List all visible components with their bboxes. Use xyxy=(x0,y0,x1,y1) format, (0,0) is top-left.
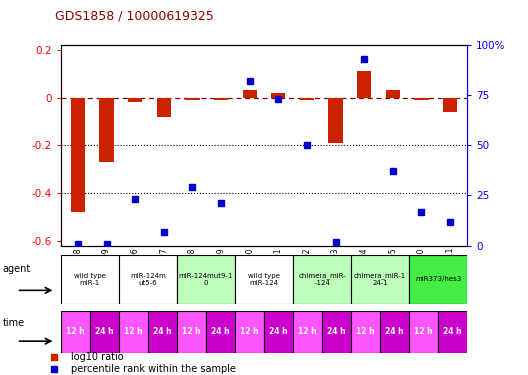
Text: 24 h: 24 h xyxy=(327,327,346,336)
Text: 12 h: 12 h xyxy=(414,327,433,336)
Bar xyxy=(264,311,293,352)
Text: 12 h: 12 h xyxy=(240,327,259,336)
Bar xyxy=(235,311,264,352)
Bar xyxy=(300,98,314,100)
Text: agent: agent xyxy=(3,264,31,274)
Bar xyxy=(157,98,171,117)
Text: 12 h: 12 h xyxy=(298,327,317,336)
Text: 24 h: 24 h xyxy=(153,327,172,336)
Bar xyxy=(351,311,380,352)
Text: log10 ratio: log10 ratio xyxy=(71,352,124,362)
Bar xyxy=(351,255,409,304)
Text: wild type
miR-124: wild type miR-124 xyxy=(248,273,280,286)
Bar xyxy=(271,93,286,98)
Bar xyxy=(409,255,467,304)
Text: 24 h: 24 h xyxy=(269,327,288,336)
Bar xyxy=(119,255,177,304)
Bar xyxy=(242,90,257,98)
Bar xyxy=(119,311,148,352)
Text: chimera_miR-
-124: chimera_miR- -124 xyxy=(298,273,346,286)
Bar xyxy=(293,255,351,304)
Text: 24 h: 24 h xyxy=(444,327,462,336)
Bar xyxy=(235,255,293,304)
Text: 24 h: 24 h xyxy=(385,327,404,336)
Bar xyxy=(293,311,322,352)
Bar xyxy=(443,98,457,112)
Text: 12 h: 12 h xyxy=(356,327,375,336)
Text: 24 h: 24 h xyxy=(95,327,114,336)
Text: percentile rank within the sample: percentile rank within the sample xyxy=(71,364,236,374)
Bar xyxy=(385,90,400,98)
Bar xyxy=(409,311,438,352)
Text: miR-124mut9-1
0: miR-124mut9-1 0 xyxy=(178,273,233,286)
Text: 12 h: 12 h xyxy=(124,327,143,336)
Bar xyxy=(177,311,206,352)
Text: GDS1858 / 10000619325: GDS1858 / 10000619325 xyxy=(55,9,214,22)
Bar xyxy=(61,255,119,304)
Text: miR-124m
ut5-6: miR-124m ut5-6 xyxy=(130,273,166,286)
Bar xyxy=(322,311,351,352)
Bar xyxy=(148,311,177,352)
Text: wild type
miR-1: wild type miR-1 xyxy=(74,273,106,286)
Bar xyxy=(61,311,90,352)
Text: chimera_miR-1
24-1: chimera_miR-1 24-1 xyxy=(354,273,406,286)
Bar xyxy=(206,311,235,352)
Text: 12 h: 12 h xyxy=(66,327,84,336)
Text: 12 h: 12 h xyxy=(182,327,201,336)
Text: miR373/hes3: miR373/hes3 xyxy=(415,276,461,282)
Bar xyxy=(185,98,200,100)
Bar xyxy=(414,98,429,100)
Bar xyxy=(357,71,371,98)
Bar xyxy=(214,98,228,100)
Bar xyxy=(99,98,114,162)
Bar xyxy=(177,255,235,304)
Bar xyxy=(380,311,409,352)
Bar xyxy=(328,98,343,143)
Bar xyxy=(71,98,85,212)
Bar xyxy=(90,311,119,352)
Bar xyxy=(438,311,467,352)
Text: time: time xyxy=(3,318,25,328)
Bar xyxy=(128,98,143,102)
Text: 24 h: 24 h xyxy=(211,327,230,336)
